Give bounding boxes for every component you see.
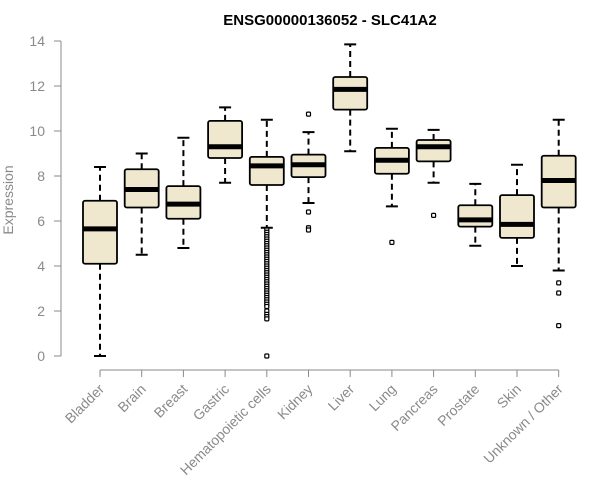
x-tick-label: Lung — [366, 381, 399, 414]
x-tick-label: Skin — [494, 381, 525, 412]
box-brain — [123, 152, 160, 256]
iqr-box — [207, 119, 244, 159]
outlier-point — [305, 227, 312, 233]
iqr-box — [457, 204, 494, 228]
outlier-point — [389, 239, 395, 245]
box-kidney — [290, 111, 327, 233]
box-skin — [499, 163, 535, 267]
boxes-group — [82, 43, 577, 359]
box-unknown-other — [540, 118, 577, 329]
x-tick-label: Breast — [151, 381, 191, 421]
x-tick-label: Brain — [114, 381, 148, 415]
y-axis-label: Expression — [0, 165, 16, 234]
box-breast — [165, 136, 202, 249]
x-tick-label: Bladder — [62, 381, 108, 427]
y-tick-label: 10 — [29, 123, 45, 139]
outlier-point — [264, 303, 270, 310]
box-hematopoietic-cells — [248, 118, 285, 359]
x-tick-label: Prostate — [434, 381, 482, 429]
y-tick-label: 0 — [37, 348, 45, 364]
outlier-point — [431, 212, 437, 218]
outlier-point — [556, 323, 562, 329]
x-tick-label: Liver — [325, 381, 358, 414]
iqr-box — [332, 76, 369, 111]
box-liver — [332, 43, 369, 153]
box-gastric — [207, 106, 244, 184]
box-prostate — [457, 182, 494, 247]
box-bladder — [82, 166, 118, 357]
outlier-point — [556, 290, 562, 296]
iqr-box — [248, 155, 285, 186]
outlier-point — [264, 316, 270, 322]
x-tick-label: Kidney — [274, 381, 316, 423]
outlier-point — [556, 280, 562, 286]
y-tick-label: 4 — [37, 258, 45, 274]
x-tick-label: Unknown / Other — [480, 381, 566, 467]
iqr-box — [82, 199, 118, 265]
chart-title: ENSG00000136052 - SLC41A2 — [223, 12, 436, 29]
y-tick-label: 6 — [37, 213, 45, 229]
y-tick-label: 14 — [29, 33, 45, 49]
box-lung — [373, 127, 410, 245]
outlier-point — [305, 209, 312, 215]
box-pancreas — [415, 128, 452, 218]
iqr-box — [499, 194, 535, 239]
y-tick-label: 12 — [29, 78, 45, 94]
outlier-point — [305, 111, 312, 117]
y-tick-label: 8 — [37, 168, 45, 184]
outlier-point — [264, 353, 270, 359]
iqr-box — [415, 139, 452, 163]
y-tick-label: 2 — [37, 303, 45, 319]
